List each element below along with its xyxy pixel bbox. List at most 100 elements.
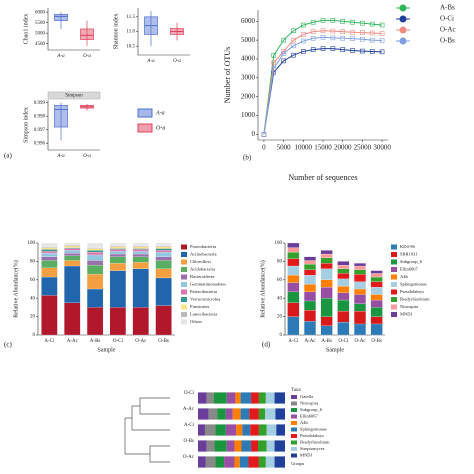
bar-segment bbox=[320, 257, 333, 264]
legend-swatch bbox=[391, 289, 397, 295]
point bbox=[291, 52, 296, 58]
y-tick-label: 2000 bbox=[241, 92, 256, 100]
point bbox=[379, 22, 385, 28]
axis bbox=[47, 8, 100, 51]
point bbox=[301, 32, 306, 37]
x-tick-label: A-Bs bbox=[321, 339, 332, 344]
point bbox=[330, 35, 336, 41]
axis bbox=[257, 10, 388, 141]
box bbox=[54, 105, 68, 128]
point bbox=[360, 20, 365, 26]
legend-label: Sphingomonas bbox=[300, 427, 327, 432]
y-tick-label: 11.5 bbox=[126, 15, 135, 20]
bar-segment bbox=[337, 278, 350, 287]
bar-segment bbox=[250, 424, 259, 436]
legend-swatch bbox=[181, 252, 187, 257]
point bbox=[310, 19, 316, 25]
y-tick-label: 60 bbox=[30, 278, 36, 283]
bar-segment bbox=[265, 456, 275, 468]
legend-swatch bbox=[181, 289, 187, 295]
legend-label: Firmicutes bbox=[190, 304, 209, 309]
point bbox=[379, 38, 385, 43]
bar-segment bbox=[109, 307, 127, 336]
x-tick-label: 15000 bbox=[314, 144, 332, 152]
legend-label: Gaiella bbox=[300, 394, 313, 399]
bar-segment bbox=[217, 408, 226, 420]
legend-label: O-Bs bbox=[440, 37, 455, 45]
bar-segment bbox=[86, 288, 104, 308]
bar-segment bbox=[64, 242, 81, 245]
box bbox=[80, 28, 94, 40]
bar-segment bbox=[198, 408, 209, 420]
bar-segment bbox=[224, 456, 235, 468]
bar-segment bbox=[258, 456, 266, 468]
legend-footer: Groups bbox=[291, 461, 304, 466]
bar-segment bbox=[354, 288, 366, 295]
bar-segment bbox=[354, 294, 366, 304]
bar-segment bbox=[354, 303, 366, 312]
point bbox=[340, 47, 345, 52]
bar-segment bbox=[241, 440, 252, 452]
legend-label: Gemmatimonadetes bbox=[190, 282, 226, 287]
legend-swatch bbox=[391, 282, 397, 287]
legend-label: SBR1031 bbox=[400, 252, 418, 257]
axis bbox=[137, 8, 190, 56]
bar-segment bbox=[287, 302, 300, 317]
panel-label: (d) bbox=[262, 341, 271, 349]
y-tick-label: 5000 bbox=[35, 31, 46, 36]
legend-swatch bbox=[391, 259, 397, 265]
x-tick-label: A-Ac bbox=[67, 339, 79, 344]
bar-segment bbox=[370, 294, 383, 301]
axis bbox=[284, 243, 385, 336]
bar-segment bbox=[240, 408, 250, 420]
point bbox=[271, 66, 277, 71]
bar-segment bbox=[304, 321, 316, 336]
x-tick-label: A-Ci bbox=[288, 339, 299, 344]
facet-strip bbox=[47, 91, 101, 100]
legend-swatch bbox=[137, 123, 153, 133]
bar-segment bbox=[304, 256, 316, 261]
point bbox=[320, 46, 326, 51]
bar-segment bbox=[287, 275, 300, 283]
panel-label: (c) bbox=[4, 341, 12, 349]
legend-label: Nitrospira bbox=[300, 401, 318, 406]
point bbox=[360, 48, 365, 54]
x-tick-label: O-a bbox=[173, 59, 181, 64]
bar-segment bbox=[320, 250, 333, 255]
bar-segment bbox=[354, 265, 366, 270]
bar-segment bbox=[41, 295, 58, 336]
point bbox=[369, 21, 375, 27]
legend-swatch bbox=[181, 267, 187, 272]
bar-segment bbox=[258, 424, 267, 436]
legend-title: Taxa bbox=[291, 388, 301, 393]
y-tick-label: 11.0 bbox=[126, 30, 135, 35]
bar-segment bbox=[214, 440, 227, 452]
point bbox=[271, 60, 277, 66]
bar-segment bbox=[64, 250, 81, 254]
bar-segment bbox=[41, 260, 58, 268]
bar-segment bbox=[287, 258, 300, 267]
bar-segment bbox=[155, 250, 172, 253]
bar-segment bbox=[287, 252, 300, 259]
panel-label: (b) bbox=[243, 154, 252, 162]
legend-swatch bbox=[291, 434, 297, 438]
bar-segment bbox=[226, 392, 236, 404]
bar-segment bbox=[132, 256, 149, 263]
bar-segment bbox=[265, 392, 275, 404]
bar-segment bbox=[41, 253, 58, 257]
point bbox=[379, 49, 385, 55]
bar-segment bbox=[41, 267, 58, 278]
bar-segment bbox=[86, 247, 104, 249]
legend-label: O-Ci bbox=[440, 15, 454, 23]
bar-segment bbox=[370, 316, 383, 325]
dendrogram bbox=[124, 397, 170, 463]
bar-segment bbox=[64, 248, 81, 251]
bar-segment bbox=[109, 251, 127, 255]
point bbox=[369, 30, 375, 36]
bar-segment bbox=[155, 260, 172, 269]
point bbox=[301, 49, 306, 54]
bar-segment bbox=[64, 247, 81, 249]
x-tick-label: O-Bs bbox=[371, 339, 382, 344]
legend-label: Actinobacteria bbox=[190, 252, 217, 257]
